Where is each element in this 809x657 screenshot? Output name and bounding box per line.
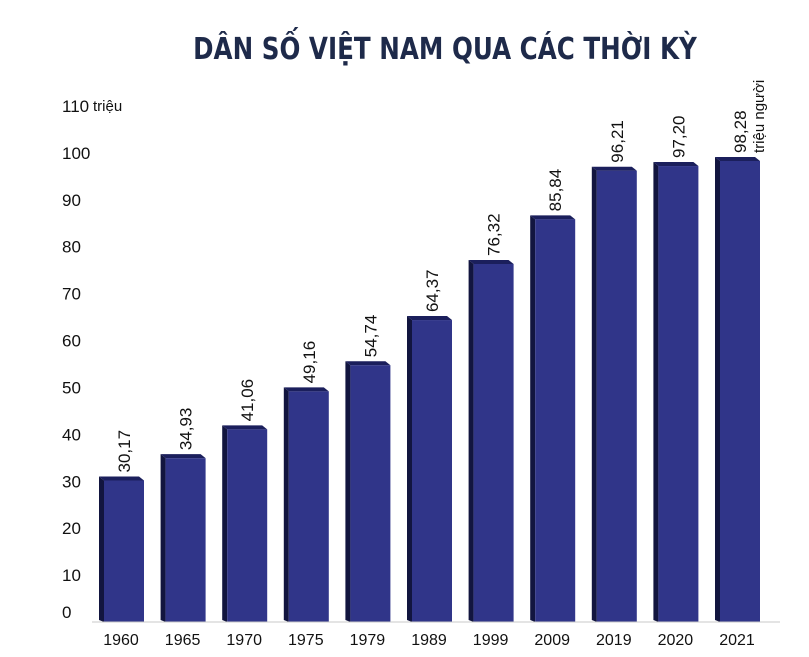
axis-layer: 0 10 20 30 40 50 60 70 80 90 100 110 triệu 1960 1965 19… <box>62 80 780 649</box>
bar-top <box>99 476 144 481</box>
bar <box>473 263 514 622</box>
bar <box>165 458 206 622</box>
bar-side <box>99 476 104 622</box>
bar-side <box>591 166 597 623</box>
x-tick-label: 1970 <box>226 632 262 649</box>
value-unit-label: triệu người <box>751 80 768 153</box>
value-label: 54,74 <box>361 315 380 358</box>
bar-top <box>530 215 576 220</box>
y-tick-label: 20 <box>62 519 81 538</box>
bar <box>658 166 699 622</box>
y-tick-label: 70 <box>62 285 81 304</box>
x-tick-label: 2009 <box>534 632 570 649</box>
value-label: 34,93 <box>177 408 196 451</box>
value-label: 96,21 <box>608 120 627 163</box>
value-label: 41,06 <box>238 379 257 422</box>
bar-side <box>530 215 536 622</box>
value-label: 97,20 <box>669 115 688 158</box>
bar-top <box>160 454 206 459</box>
value-label: 64,37 <box>423 269 442 312</box>
y-tick-label: 10 <box>62 566 81 585</box>
bar-top <box>283 387 329 392</box>
bar-top <box>591 166 637 171</box>
x-tick-label: 2021 <box>719 632 755 649</box>
bar <box>227 429 268 622</box>
y-tick-label: 80 <box>62 238 81 257</box>
value-label: 49,16 <box>300 341 319 384</box>
bar-side <box>283 387 289 622</box>
x-tick-label: 2019 <box>596 632 632 649</box>
y-unit-label: triệu <box>93 98 122 115</box>
bar <box>412 320 452 622</box>
y-tick-label: 40 <box>62 425 81 444</box>
bar <box>720 160 760 622</box>
y-tick-label: 100 <box>62 144 90 163</box>
y-tick-label: 110 <box>62 97 89 116</box>
x-tick-label: 1975 <box>288 632 324 649</box>
bar <box>596 170 637 623</box>
value-label: 30,17 <box>115 430 134 473</box>
value-label: 85,84 <box>546 169 565 212</box>
x-tick-label: 1999 <box>473 632 509 649</box>
bar <box>104 480 144 622</box>
x-tick-label: 2020 <box>658 632 694 649</box>
x-tick-label: 1965 <box>165 632 201 649</box>
y-tick-label: 90 <box>62 191 81 210</box>
bar-top <box>345 361 391 366</box>
bar <box>288 391 329 622</box>
bar-top <box>468 259 514 264</box>
bar <box>535 219 576 622</box>
bar-side <box>160 454 166 622</box>
y-tick-label: 50 <box>62 378 81 397</box>
y-tick-label: 30 <box>62 472 81 491</box>
x-tick-label: 1979 <box>350 632 386 649</box>
bars-layer: 30,17 34,93 41,06 49,16 54,74 64,37 76,32 85,84… <box>99 110 760 623</box>
y-tick-label: 0 <box>62 603 71 622</box>
bar <box>350 365 391 622</box>
bar-side <box>407 316 412 622</box>
bar-top <box>653 162 699 167</box>
value-label: 98,28 <box>731 110 750 153</box>
bar-top <box>407 316 452 321</box>
bar-side <box>653 162 659 622</box>
x-tick-label: 1960 <box>103 632 139 649</box>
bar-side <box>222 425 228 622</box>
bar-top <box>715 156 760 161</box>
bar-side <box>468 259 474 622</box>
y-tick-label: 60 <box>62 332 81 351</box>
value-label: 76,32 <box>485 213 504 256</box>
chart-title: DÂN SỐ VIỆT NAM QUA CÁC THỜI KỲ <box>193 32 697 67</box>
bar-side <box>345 361 351 622</box>
bar-top <box>222 425 268 430</box>
x-tick-label: 1989 <box>411 632 447 649</box>
bar-side <box>715 156 720 622</box>
